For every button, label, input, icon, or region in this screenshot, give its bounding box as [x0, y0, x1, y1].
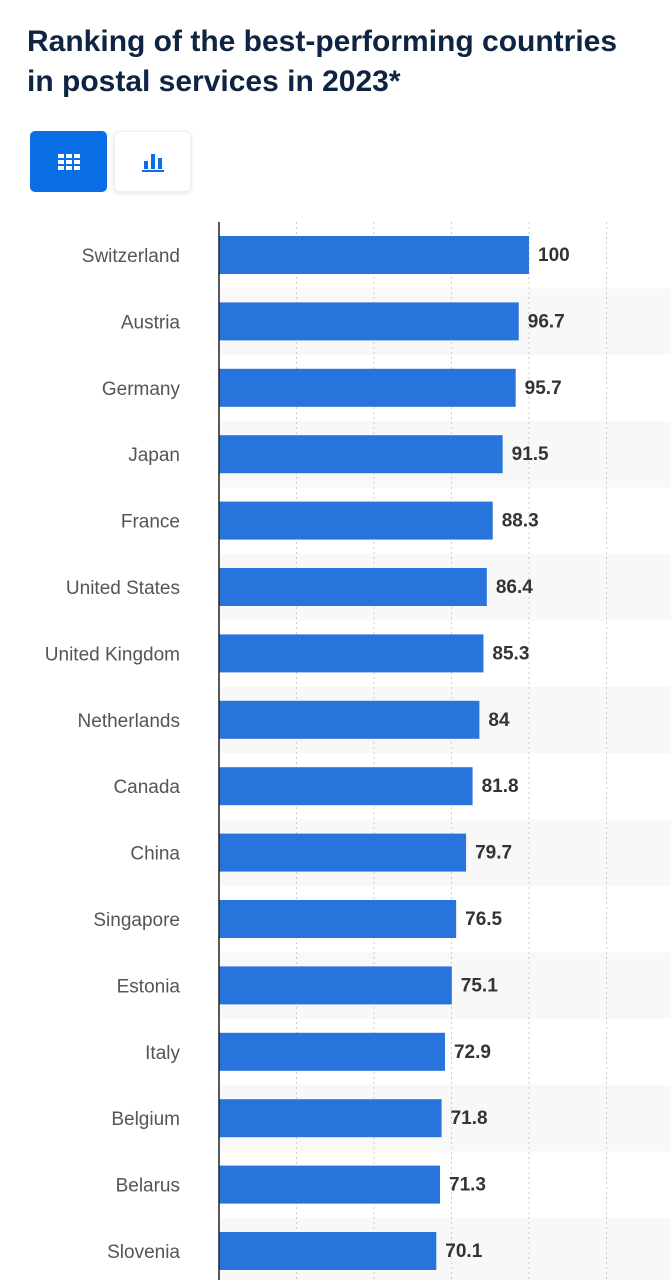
category-label: Japan	[128, 445, 180, 466]
chart-title: Ranking of the best-performing countries…	[27, 25, 618, 98]
bar	[219, 302, 519, 341]
value-label: 96.7	[528, 311, 565, 332]
value-label: 76.5	[465, 909, 502, 930]
bar	[219, 368, 516, 407]
value-label: 79.7	[475, 843, 512, 864]
bar	[219, 236, 529, 274]
category-label: China	[130, 844, 180, 865]
value-label: 86.4	[496, 577, 533, 598]
category-label: Switzerland	[82, 246, 180, 267]
bar	[219, 767, 473, 806]
bar-chart-icon	[141, 153, 164, 172]
value-label: 75.1	[461, 975, 498, 996]
category-label: Belgium	[111, 1109, 180, 1130]
category-label: Italy	[145, 1043, 180, 1064]
value-label: 72.9	[454, 1042, 491, 1063]
chart-view-button[interactable]	[114, 131, 191, 192]
bar	[219, 900, 457, 938]
value-label: 81.8	[482, 776, 519, 797]
value-label: 91.5	[512, 444, 549, 465]
bar	[219, 435, 503, 474]
value-label: 85.3	[492, 643, 529, 664]
bar	[219, 1032, 445, 1071]
category-label: Canada	[113, 777, 180, 798]
bar	[219, 966, 452, 1005]
category-label: Belarus	[116, 1176, 180, 1197]
value-label: 70.1	[445, 1241, 482, 1262]
value-label: 84	[488, 710, 510, 731]
value-label: 71.8	[451, 1108, 488, 1129]
bar	[219, 833, 467, 872]
table-view-button[interactable]	[30, 131, 107, 192]
category-label: Austria	[121, 312, 181, 333]
bar	[219, 1232, 437, 1270]
value-label: 100	[538, 245, 570, 266]
value-label: 95.7	[525, 378, 562, 399]
category-label: United Kingdom	[45, 644, 180, 665]
category-label: Netherlands	[78, 711, 180, 732]
category-label: Slovenia	[107, 1242, 180, 1263]
bar	[219, 1165, 441, 1204]
bar-chart: Switzerland 100 Austria 96.7 Germany 95.7 Japa…	[45, 222, 671, 1280]
grid-icon	[57, 153, 80, 170]
value-label: 71.3	[449, 1175, 486, 1196]
category-label: United States	[66, 578, 180, 599]
bar	[219, 501, 493, 540]
bar	[219, 568, 487, 606]
category-label: Estonia	[117, 976, 181, 997]
bar	[219, 1099, 442, 1138]
value-label: 88.3	[502, 511, 539, 532]
category-label: Singapore	[93, 910, 180, 931]
bar	[219, 634, 484, 673]
category-label: Germany	[102, 379, 181, 400]
bar	[219, 700, 480, 739]
category-label: France	[121, 512, 180, 533]
